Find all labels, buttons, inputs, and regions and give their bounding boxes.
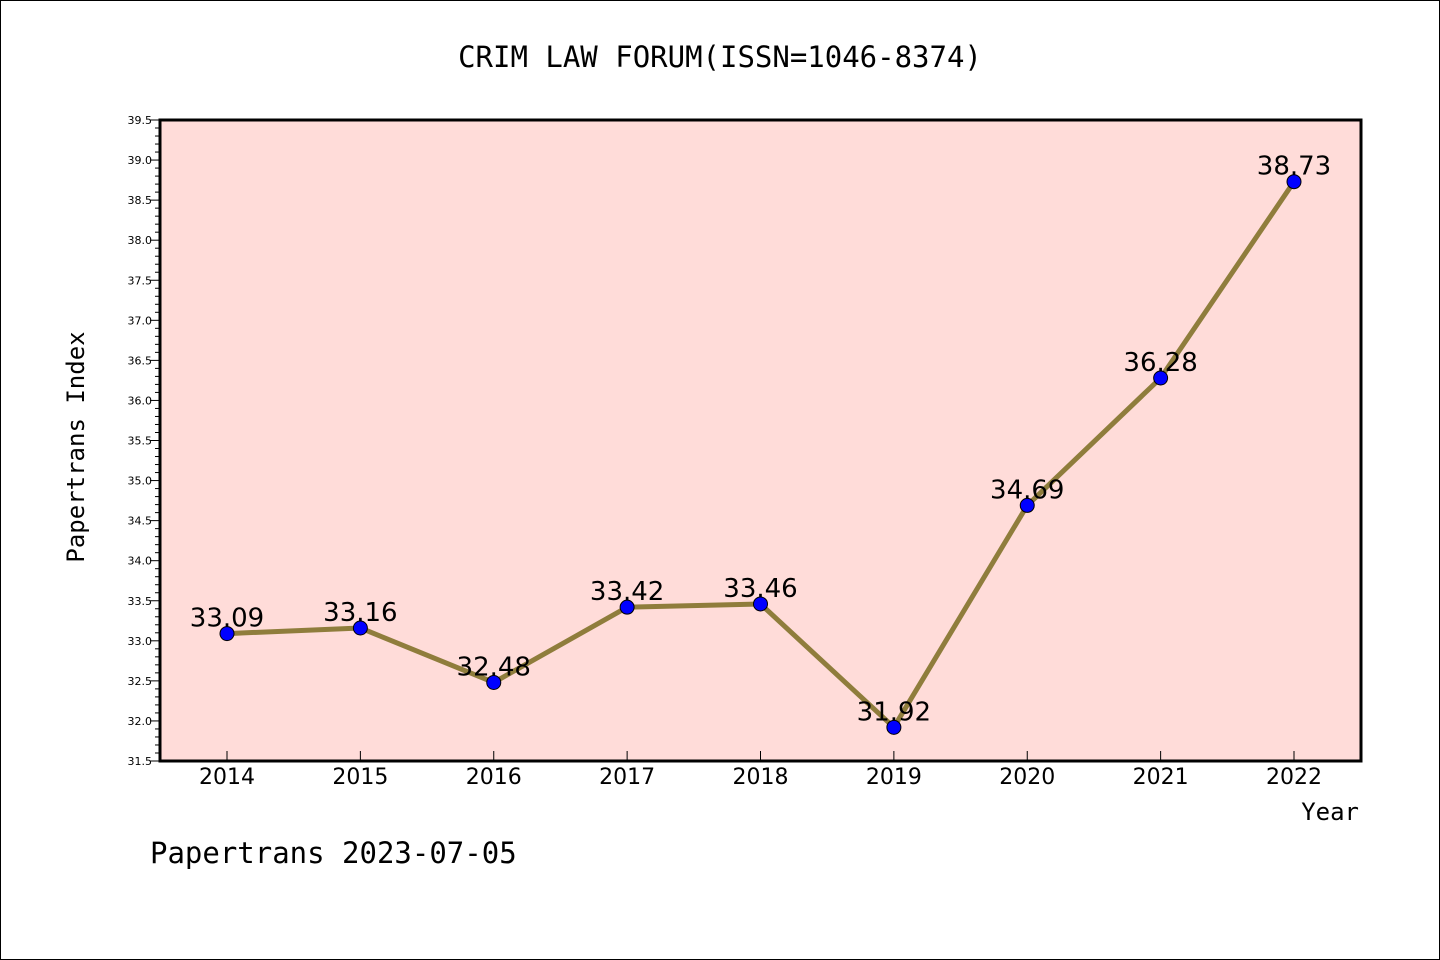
- data-label-group: 33.09 33.16 32.48 33.42 33.46 31.92 34.69 36.28…: [190, 152, 1331, 728]
- data-point: [886, 719, 902, 735]
- y-axis-title: Papertrans Index: [62, 331, 90, 562]
- x-tick-label: 2015: [332, 765, 388, 790]
- data-label: 33.46: [723, 574, 797, 604]
- x-tick-label: 2017: [599, 765, 655, 790]
- y-tick-label: 38.5: [128, 194, 153, 207]
- x-tick-label: 2019: [866, 765, 922, 790]
- data-label: 38.73: [1257, 152, 1331, 182]
- data-label: 34.69: [990, 475, 1064, 505]
- y-tick-label: 39.0: [128, 154, 153, 167]
- x-tick-label: 2020: [999, 765, 1055, 790]
- data-point: [1019, 497, 1035, 513]
- x-tick-label: 2022: [1266, 765, 1322, 790]
- y-tick-label: 35.5: [128, 435, 153, 448]
- data-label: 36.28: [1123, 348, 1197, 378]
- y-tick-label: 32.5: [128, 675, 153, 688]
- x-tick-label: 2014: [199, 765, 255, 790]
- data-point: [352, 620, 368, 636]
- x-axis: 2014 2015 2016 2017 2018 2019 2020 2021 2022: [199, 751, 1322, 790]
- y-tick-label: 37.0: [128, 314, 153, 327]
- x-tick-label: 2016: [466, 765, 522, 790]
- y-tick-label: 33.0: [128, 635, 153, 648]
- y-tick-label: 34.5: [128, 515, 153, 528]
- data-label: 33.16: [323, 598, 397, 628]
- data-point: [1286, 174, 1302, 190]
- data-label: 33.42: [590, 577, 664, 607]
- data-point: [753, 596, 768, 612]
- y-tick-label: 35.0: [128, 475, 153, 488]
- x-tick-label: 2018: [733, 765, 789, 790]
- y-tick-label: 34.0: [128, 555, 153, 568]
- y-tick-label: 36.0: [128, 394, 153, 407]
- x-tick-label: 2021: [1133, 765, 1189, 790]
- footer-text: Papertrans 2023-07-05: [150, 836, 517, 870]
- y-tick-label: 36.5: [128, 354, 153, 367]
- data-point: [486, 674, 502, 690]
- data-point: [1153, 370, 1169, 386]
- y-tick-label: 38.0: [128, 234, 153, 247]
- data-label: 33.09: [190, 604, 264, 634]
- data-point: [619, 599, 635, 615]
- data-label: 31.92: [857, 697, 931, 727]
- y-tick-label: 39.5: [128, 114, 153, 127]
- chart-title: CRIM LAW FORUM(ISSN=1046-8374): [458, 40, 982, 74]
- y-tick-label: 31.5: [128, 755, 153, 768]
- series-line-group: [219, 174, 1302, 735]
- y-tick-label: 32.0: [128, 715, 153, 728]
- x-axis-title: Year: [1301, 798, 1359, 826]
- y-axis: 31.5 32.0 32.5 33.0 33.5 34.0 34.5 35.0 35.5 36.0…: [128, 114, 160, 768]
- plot-area: [158, 118, 1363, 763]
- data-label: 32.48: [457, 652, 531, 682]
- data-point: [219, 626, 235, 642]
- y-tick-label: 37.5: [128, 274, 153, 287]
- y-tick-label: 33.5: [128, 595, 153, 608]
